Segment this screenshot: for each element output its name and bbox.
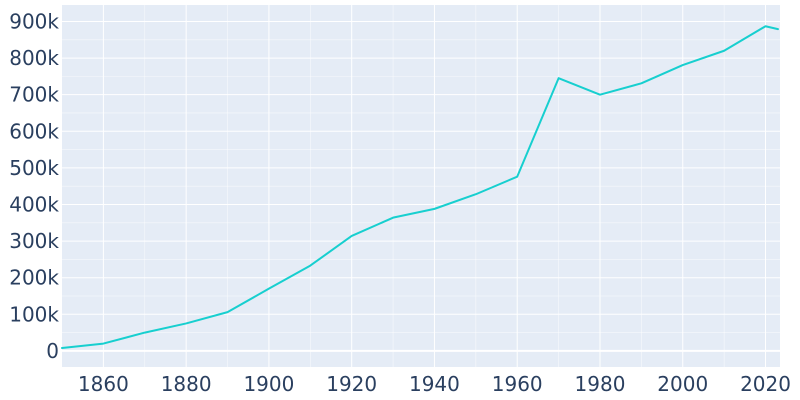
x-tick-label: 2000 — [657, 372, 708, 396]
y-tick-label: 600k — [9, 119, 59, 143]
x-tick-label: 1960 — [492, 372, 543, 396]
x-tick-label: 1940 — [409, 372, 460, 396]
data-point — [723, 50, 725, 52]
y-tick-label: 300k — [9, 229, 59, 253]
data-point — [61, 347, 63, 349]
x-tick-label: 1980 — [575, 372, 626, 396]
y-tick-label: 100k — [9, 302, 59, 326]
x-tick-label: 1900 — [243, 372, 294, 396]
data-point — [640, 82, 642, 84]
data-point — [516, 176, 518, 178]
series-layer — [61, 25, 779, 349]
x-tick-label: 1920 — [326, 372, 377, 396]
grid-lines — [62, 5, 780, 367]
x-tick-label: 1880 — [161, 372, 212, 396]
x-axis-tick-labels: 1860 1880 1900 1920 1940 1960 1980 2000 2020 — [78, 372, 791, 396]
y-axis-tick-labels: 0 100k 200k 300k 400k 500k 600k 700k 800k 900k — [9, 9, 59, 362]
y-tick-label: 500k — [9, 156, 59, 180]
data-point — [185, 322, 187, 324]
data-point — [102, 343, 104, 345]
y-tick-label: 800k — [9, 46, 59, 70]
data-point — [351, 235, 353, 237]
data-point — [268, 288, 270, 290]
data-point — [765, 25, 767, 27]
data-point — [599, 94, 601, 96]
x-tick-label: 2020 — [740, 372, 791, 396]
data-point — [475, 193, 477, 195]
x-tick-label: 1860 — [78, 372, 129, 396]
data-point — [309, 265, 311, 267]
y-tick-label: 400k — [9, 192, 59, 216]
data-point — [392, 217, 394, 219]
data-point — [227, 311, 229, 313]
data-point — [558, 77, 560, 79]
data-point — [433, 208, 435, 210]
y-tick-label: 0 — [46, 339, 59, 363]
series-line — [61, 25, 779, 349]
y-tick-label: 700k — [9, 83, 59, 107]
y-tick-label: 900k — [9, 9, 59, 33]
data-point — [777, 28, 779, 30]
y-tick-label: 200k — [9, 266, 59, 290]
data-point — [144, 332, 146, 334]
data-point — [682, 64, 684, 66]
